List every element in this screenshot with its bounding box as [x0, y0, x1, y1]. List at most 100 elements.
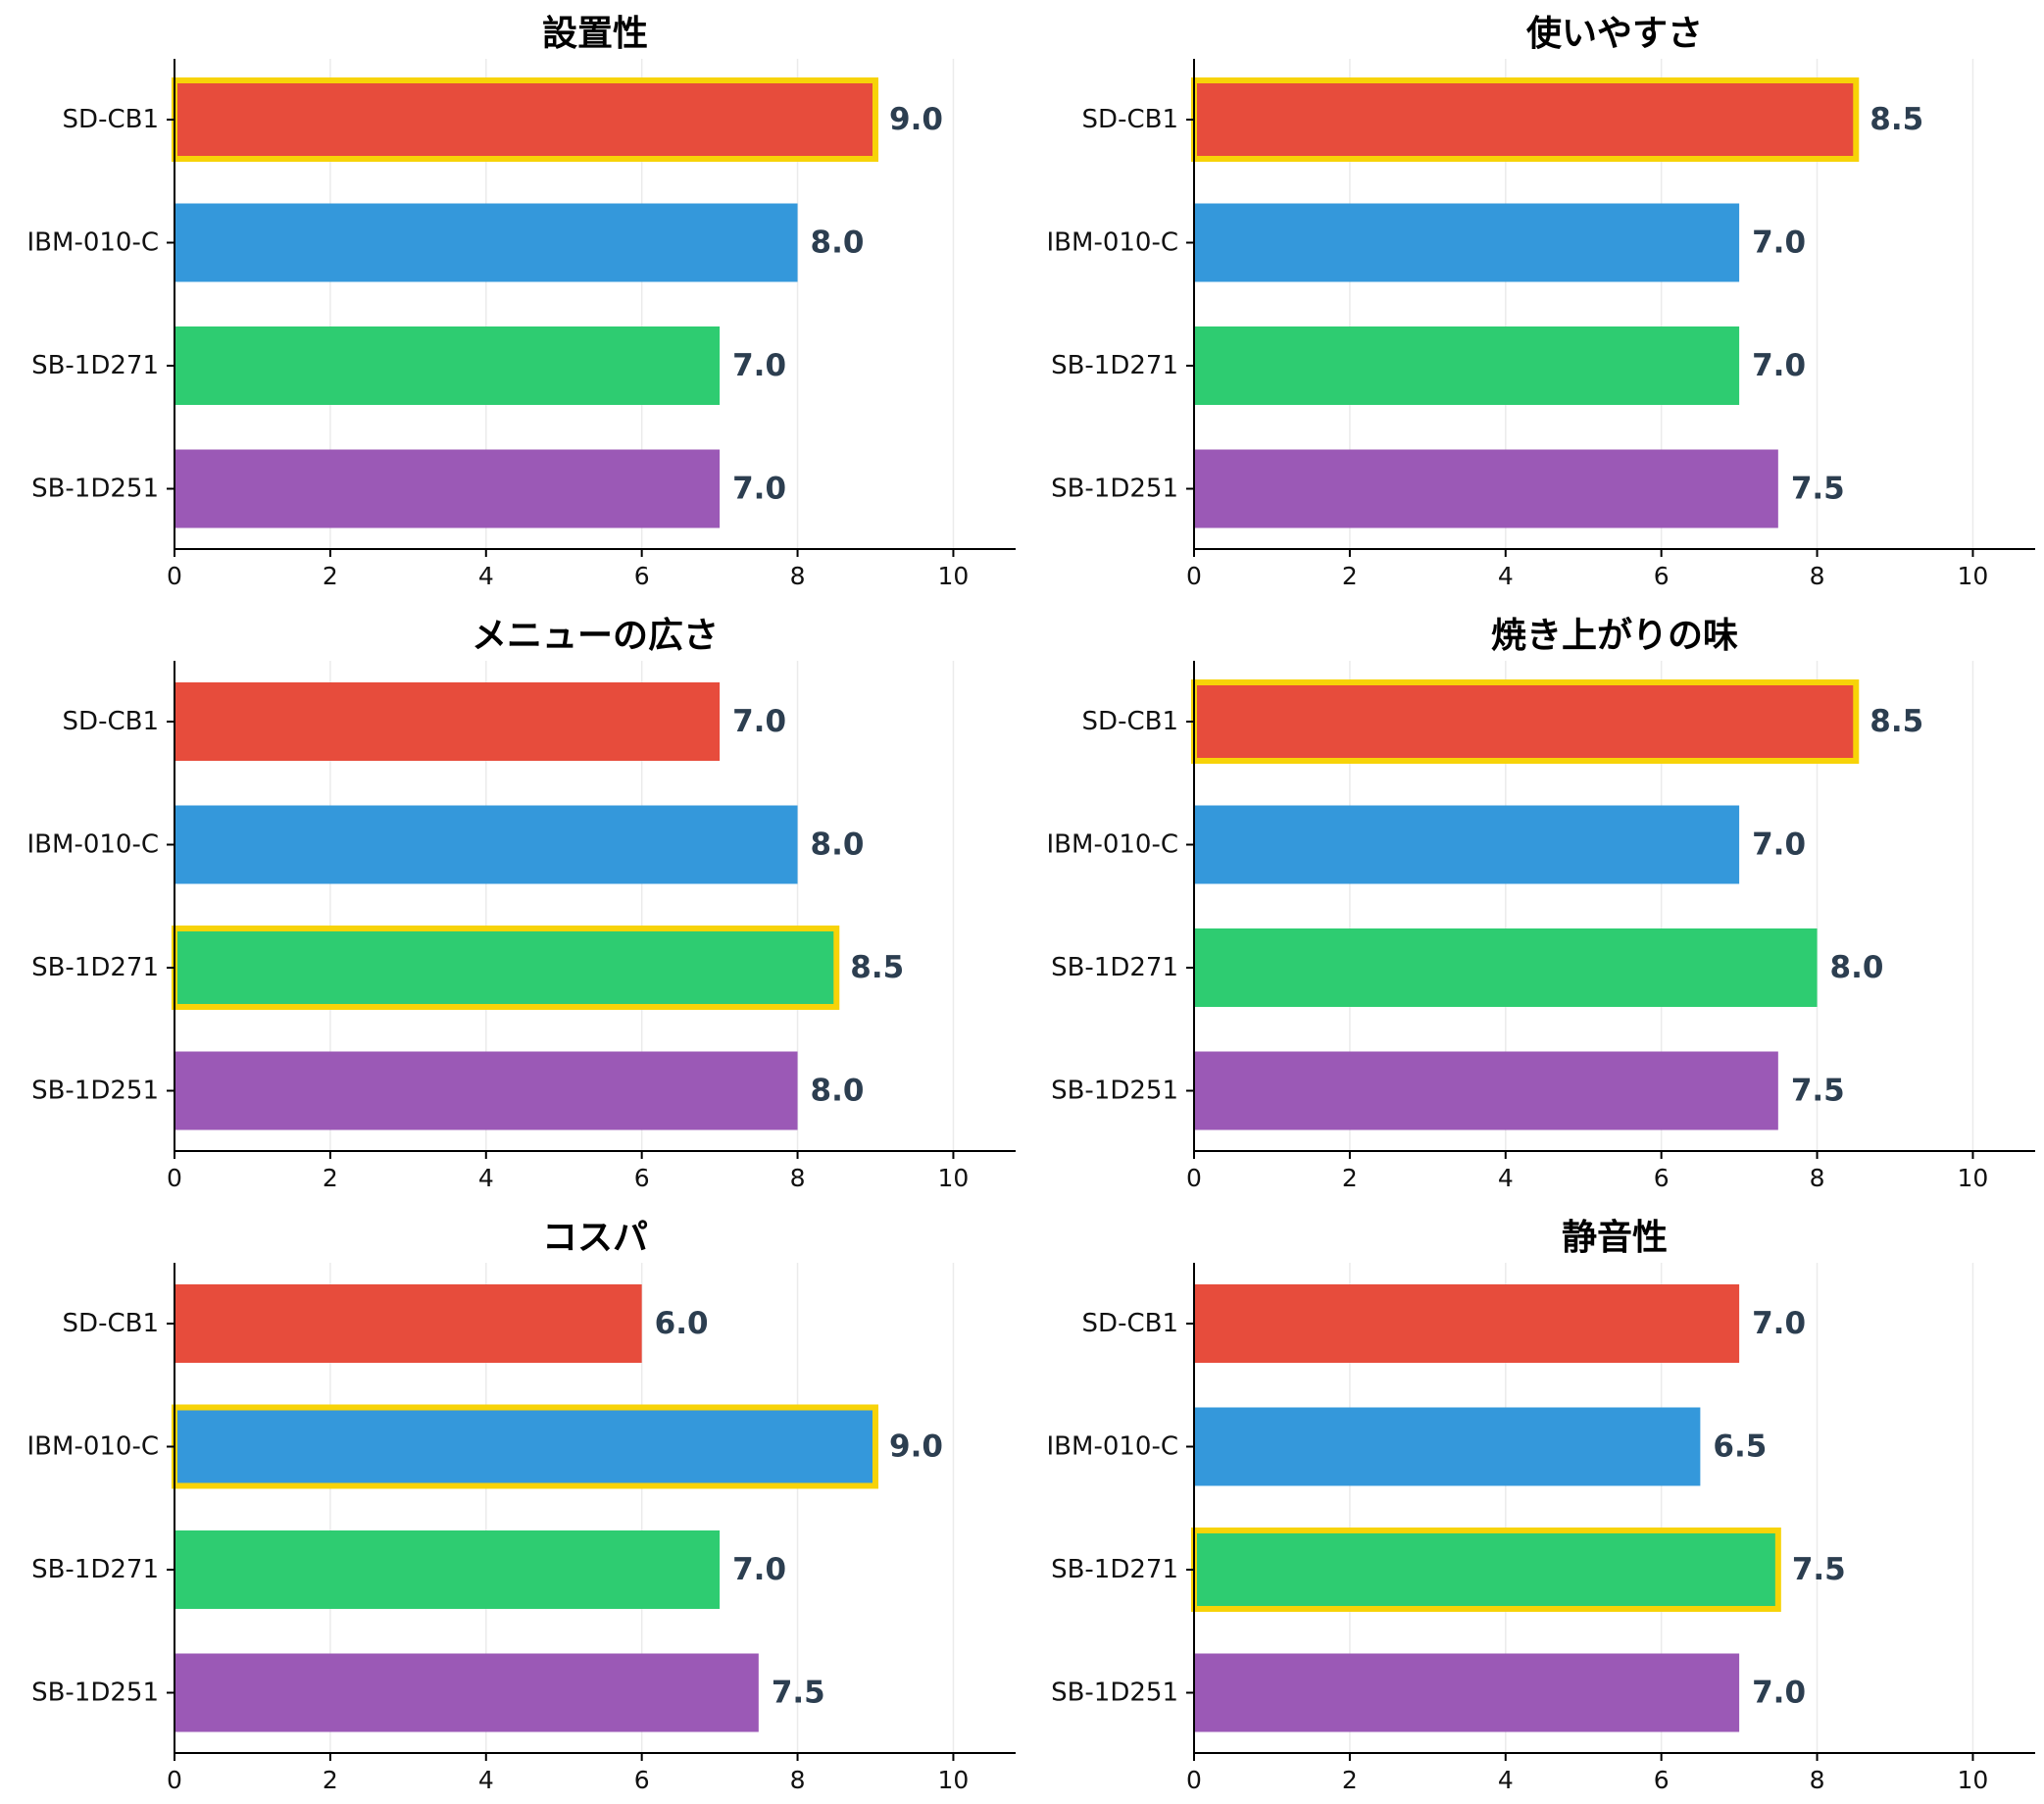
value-label: 7.0 [1752, 827, 1806, 863]
category-label: IBM-010-C [27, 1432, 159, 1462]
bar [1194, 203, 1740, 282]
panel-title: コスパ [542, 1218, 648, 1258]
value-label: 8.0 [811, 226, 865, 261]
x-tick-label: 6 [1654, 1164, 1670, 1192]
value-label: 7.0 [732, 348, 786, 383]
bar-highlighted [1191, 1528, 1781, 1612]
bar-highlighted [172, 1404, 878, 1489]
x-tick-label: 0 [167, 562, 182, 590]
category-label: SD-CB1 [1082, 1309, 1178, 1338]
x-tick-label: 2 [323, 562, 338, 590]
bar [1194, 1407, 1701, 1486]
x-tick-label: 4 [478, 1766, 494, 1794]
x-tick-label: 2 [1342, 1164, 1358, 1192]
category-label: SB-1D251 [31, 1077, 159, 1106]
value-label: 7.0 [1752, 1676, 1806, 1711]
panel-title: 静音性 [1562, 1218, 1668, 1258]
category-label: SB-1D251 [31, 475, 159, 504]
chart-panel-1: 設置性 SD-CB1 9.0 IBM-010-C 8.0 SB-1D271 7.0 SB-1D… [27, 14, 1016, 590]
category-label: SD-CB1 [63, 707, 159, 736]
chart-panel-5: コスパ SD-CB1 6.0 IBM-010-C 9.0 SB-1D271 7.0 SB-1D… [27, 1218, 1016, 1794]
bar [174, 805, 798, 884]
x-tick-label: 6 [634, 1766, 650, 1794]
bar-highlighted [172, 77, 878, 162]
category-label: SB-1D251 [1051, 1679, 1178, 1708]
category-label: SB-1D271 [31, 1555, 159, 1584]
category-label: SD-CB1 [1082, 707, 1178, 736]
bar-highlighted [1191, 77, 1860, 162]
x-tick-label: 10 [1958, 1164, 1989, 1192]
x-tick-label: 2 [1342, 1766, 1358, 1794]
x-tick-label: 4 [478, 562, 494, 590]
bar [1194, 805, 1740, 884]
value-label: 7.0 [1752, 1306, 1806, 1341]
value-label: 8.5 [850, 950, 904, 985]
category-label: SB-1D271 [31, 953, 159, 982]
value-label: 7.0 [732, 704, 786, 739]
x-tick-label: 8 [790, 1766, 806, 1794]
value-label: 6.5 [1713, 1429, 1767, 1465]
x-tick-label: 8 [790, 562, 806, 590]
panel-title: メニューの広さ [472, 616, 719, 656]
x-tick-label: 8 [1810, 1164, 1825, 1192]
bar [174, 1051, 798, 1130]
bar [174, 1284, 642, 1363]
bar-highlighted [172, 926, 840, 1010]
category-label: SB-1D271 [1051, 351, 1178, 380]
bar [1194, 1051, 1778, 1130]
bar [174, 1530, 721, 1609]
category-label: SB-1D251 [31, 1679, 159, 1708]
value-label: 8.5 [1870, 102, 1923, 137]
x-tick-label: 8 [790, 1164, 806, 1192]
value-label: 6.0 [655, 1306, 709, 1341]
x-tick-label: 6 [634, 562, 650, 590]
value-label: 7.0 [732, 1552, 786, 1587]
category-label: SB-1D271 [1051, 1555, 1178, 1584]
panel-title: 使いやすさ [1526, 14, 1703, 54]
category-label: SB-1D271 [31, 351, 159, 380]
category-label: IBM-010-C [1047, 830, 1178, 860]
bar [174, 1653, 759, 1732]
x-tick-label: 0 [167, 1164, 182, 1192]
bar [1194, 449, 1778, 528]
panel-title: 設置性 [542, 14, 648, 54]
value-label: 7.0 [1752, 226, 1806, 261]
bar [1194, 1653, 1740, 1732]
category-label: SB-1D251 [1051, 475, 1178, 504]
x-tick-label: 10 [1958, 1766, 1989, 1794]
chart-panel-4: 焼き上がりの味 SD-CB1 8.5 IBM-010-C 7.0 SB-1D271 8.0 S… [1047, 616, 2035, 1192]
category-label: SB-1D251 [1051, 1077, 1178, 1106]
chart-panel-2: 使いやすさ SD-CB1 8.5 IBM-010-C 7.0 SB-1D271 7.0 SB-… [1047, 14, 2035, 590]
category-label: IBM-010-C [27, 228, 159, 258]
bar [174, 326, 721, 405]
category-label: SD-CB1 [1082, 105, 1178, 134]
x-tick-label: 10 [938, 1766, 970, 1794]
x-tick-label: 6 [1654, 1766, 1670, 1794]
category-label: IBM-010-C [1047, 228, 1178, 258]
category-label: SD-CB1 [63, 1309, 159, 1338]
x-tick-label: 4 [1498, 1164, 1514, 1192]
value-label: 7.0 [1752, 348, 1806, 383]
x-tick-label: 0 [1186, 1164, 1202, 1192]
category-label: SD-CB1 [63, 105, 159, 134]
bar [174, 203, 798, 282]
value-label: 9.0 [889, 1429, 943, 1465]
value-label: 7.5 [1791, 472, 1845, 507]
x-tick-label: 2 [323, 1164, 338, 1192]
x-tick-label: 8 [1810, 562, 1825, 590]
value-label: 7.5 [1791, 1074, 1845, 1109]
bar [174, 449, 721, 528]
value-label: 7.5 [772, 1676, 825, 1711]
category-label: IBM-010-C [27, 830, 159, 860]
x-tick-label: 6 [1654, 562, 1670, 590]
value-label: 8.0 [811, 1074, 865, 1109]
x-tick-label: 6 [634, 1164, 650, 1192]
bar [1194, 326, 1740, 405]
value-label: 8.5 [1870, 704, 1923, 739]
x-tick-label: 0 [167, 1766, 182, 1794]
value-label: 7.5 [1792, 1552, 1846, 1587]
x-tick-label: 8 [1810, 1766, 1825, 1794]
x-tick-label: 2 [323, 1766, 338, 1794]
bar [1194, 1284, 1740, 1363]
